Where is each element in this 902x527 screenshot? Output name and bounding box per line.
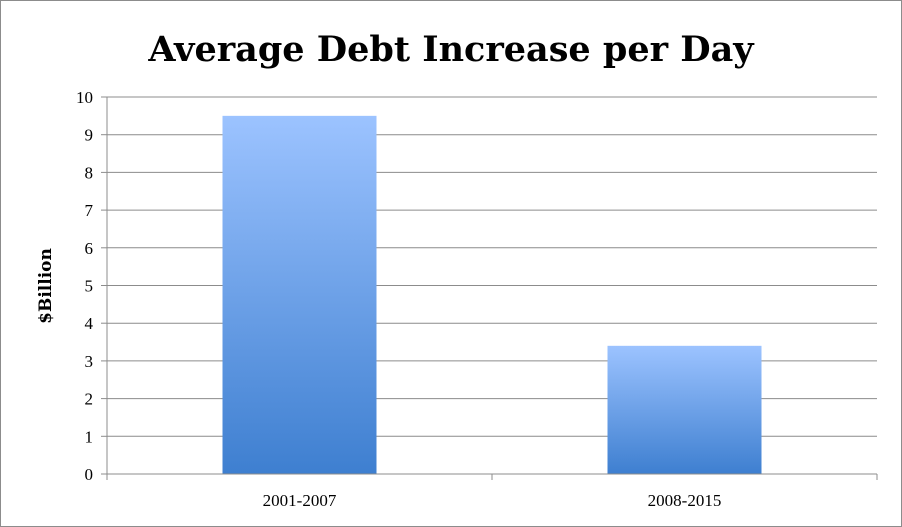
y-tick-label: 0 [85, 465, 94, 484]
x-tick-label: 2008-2015 [648, 491, 722, 510]
x-tick-label: 2001-2007 [263, 491, 337, 510]
y-tick-label: 6 [85, 239, 94, 258]
y-tick-label: 9 [85, 126, 94, 145]
y-tick-label: 7 [85, 201, 94, 220]
y-tick-labels: 0 1 2 3 4 5 6 7 8 9 10 [76, 88, 94, 484]
y-tick-label: 2 [85, 390, 94, 409]
y-tick-label: 3 [85, 352, 94, 371]
y-tick-label: 4 [85, 314, 94, 333]
chart-title: Average Debt Increase per Day [147, 29, 755, 70]
x-tick-labels: 2001-2007 2008-2015 [263, 491, 722, 510]
y-tick-label: 5 [85, 277, 94, 296]
bar-2008-2015 [607, 345, 762, 474]
y-tick-label: 1 [85, 427, 94, 446]
bars [222, 115, 762, 474]
y-tick-label: 10 [76, 88, 93, 107]
y-tick-label: 8 [85, 163, 94, 182]
axes [101, 96, 878, 480]
y-axis-label: $Billion [36, 248, 56, 324]
bar-2001-2007 [222, 115, 377, 474]
